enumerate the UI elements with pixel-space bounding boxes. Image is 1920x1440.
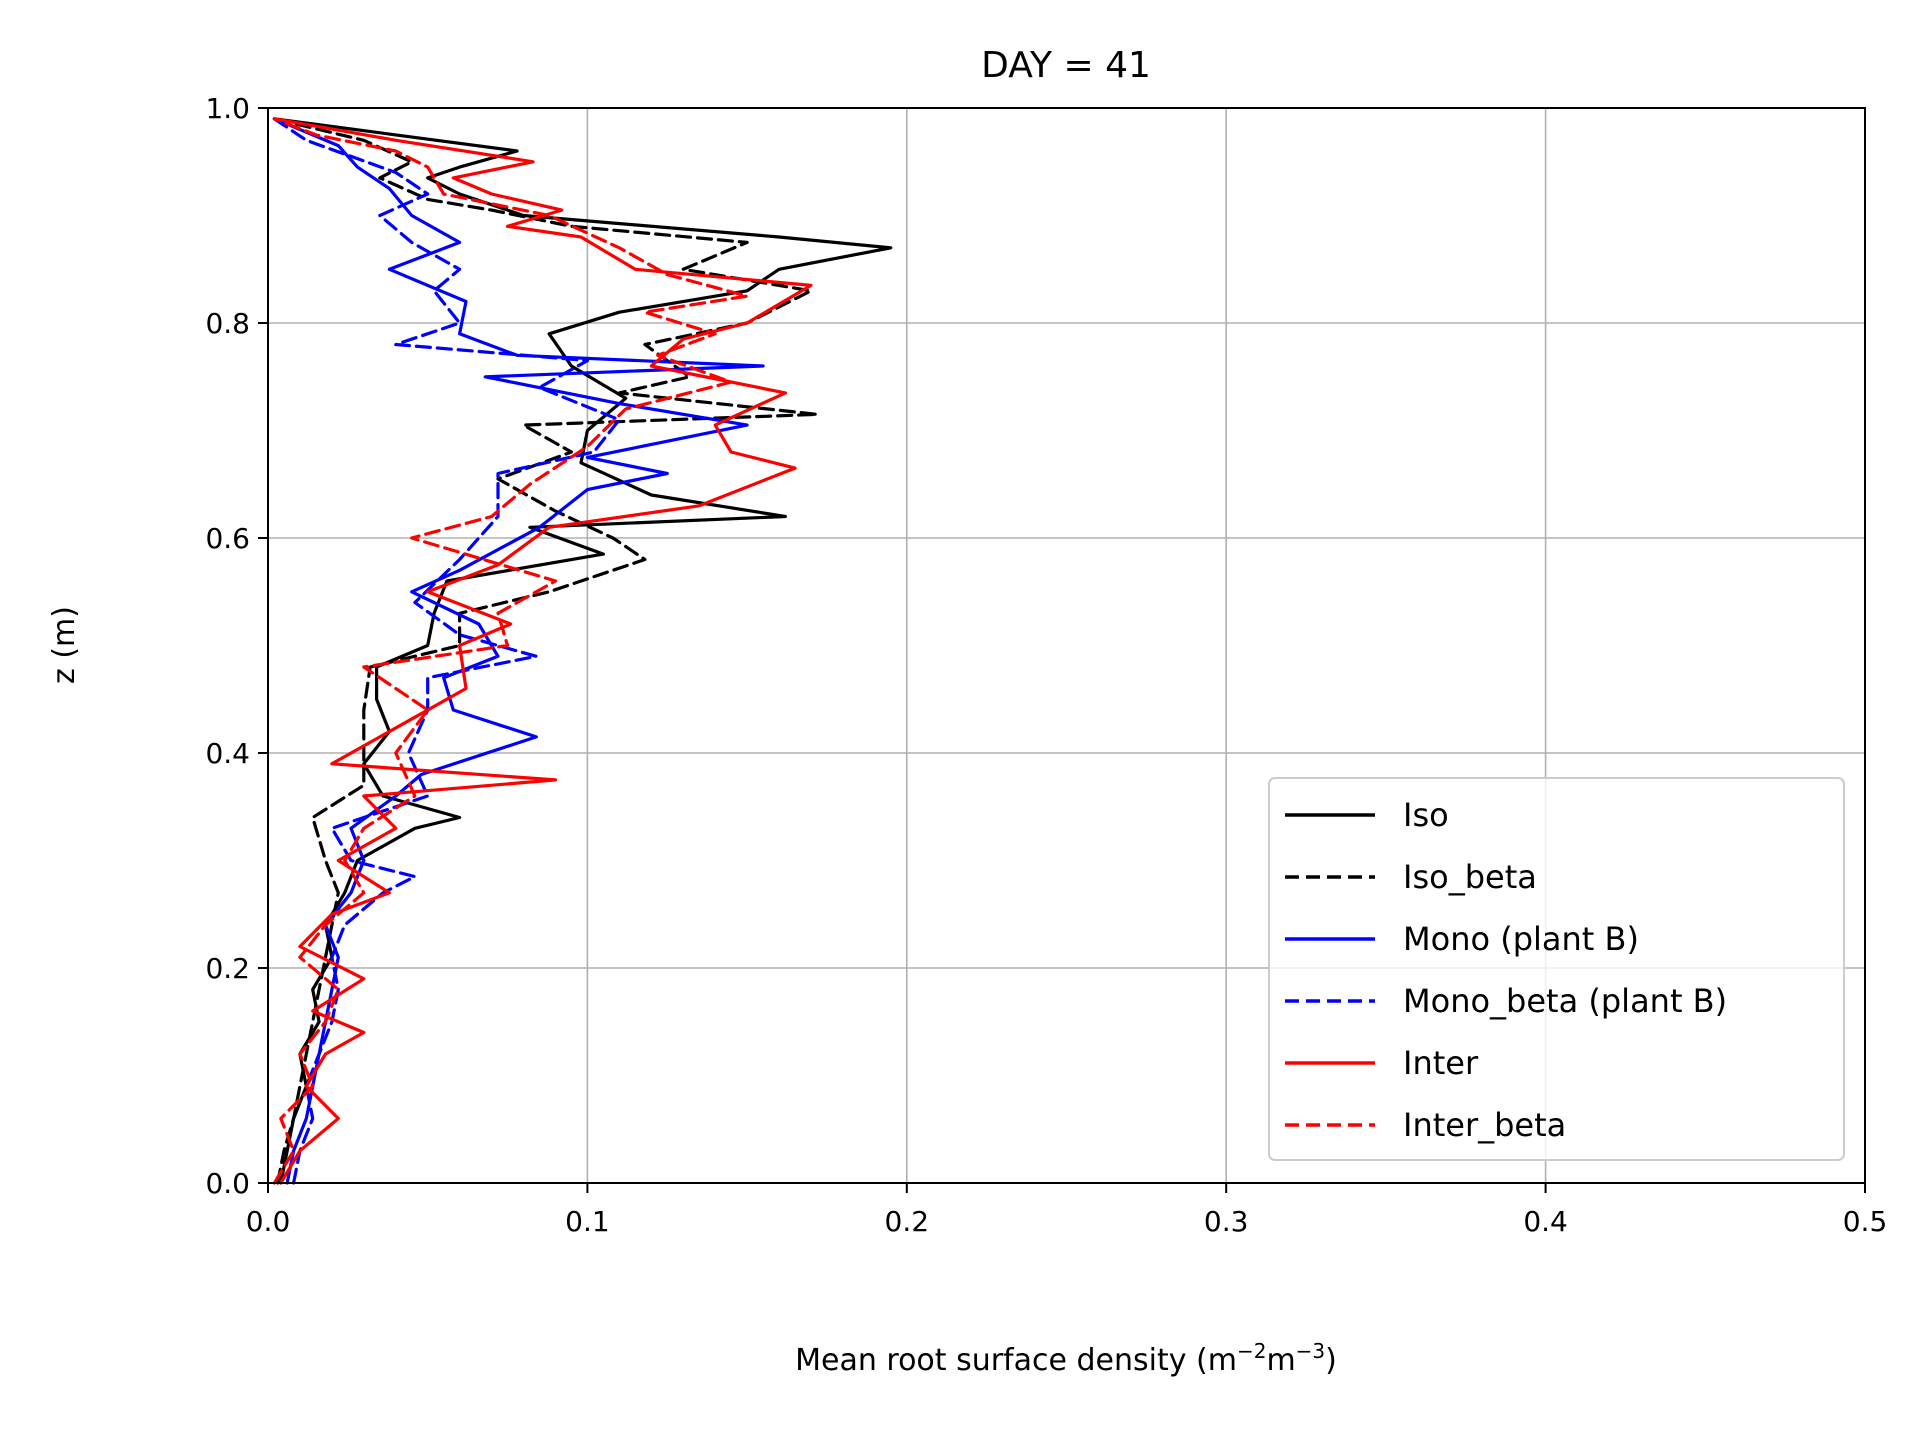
chart-title: DAY = 41	[981, 45, 1151, 86]
legend-label-5: Inter	[1403, 1044, 1479, 1082]
series-line-4	[272, 117, 621, 1185]
x-ticks: 0.0 0.1 0.2 0.3 0.4 0.5	[246, 1183, 1888, 1238]
x-tick-label: 0.5	[1843, 1205, 1888, 1238]
series-line-3	[272, 117, 765, 1185]
legend-label-3: Mono (plant B)	[1403, 920, 1639, 958]
y-axis-label: z (m)	[47, 606, 82, 684]
y-tick-label: 0.4	[205, 737, 250, 770]
legend-box	[1268, 777, 1845, 1161]
legend-label-1: Iso	[1403, 796, 1449, 834]
x-axis-label-sup2: −3	[1296, 1339, 1325, 1363]
x-axis-label: Mean root surface density (m−2m−3)	[795, 1339, 1337, 1378]
legend: Iso Iso_beta Mono (plant B) Mono_beta (plan…	[1268, 777, 1845, 1161]
plot-series	[272, 117, 893, 1185]
y-tick-label: 0.6	[205, 522, 250, 555]
y-tick-label: 0.2	[205, 952, 250, 985]
series-line-6	[272, 117, 749, 1185]
x-axis-label-main: Mean root surface density (m	[795, 1343, 1237, 1378]
x-axis-label-end: )	[1325, 1343, 1337, 1378]
y-tick-label: 0.0	[205, 1167, 250, 1200]
grid	[268, 108, 1865, 1183]
x-axis-label-mid: m	[1266, 1343, 1295, 1378]
x-tick-label: 0.1	[565, 1205, 610, 1238]
y-tick-label: 1.0	[205, 92, 250, 125]
x-tick-label: 0.3	[1204, 1205, 1249, 1238]
series-line-2	[272, 117, 820, 1185]
y-tick-label: 0.8	[205, 307, 250, 340]
x-tick-label: 0.4	[1523, 1205, 1568, 1238]
series-line-5	[272, 117, 813, 1185]
legend-label-2: Iso_beta	[1403, 858, 1537, 896]
x-tick-label: 0.0	[246, 1205, 291, 1238]
legend-label-4: Mono_beta (plant B)	[1403, 982, 1727, 1020]
legend-label-6: Inter_beta	[1403, 1106, 1566, 1144]
axes-frame	[267, 107, 1866, 1184]
x-tick-label: 0.2	[885, 1205, 930, 1238]
y-ticks: 0.0 0.2 0.4 0.6 0.8 1.0	[205, 92, 268, 1200]
x-axis-label-sup1: −2	[1237, 1339, 1266, 1363]
